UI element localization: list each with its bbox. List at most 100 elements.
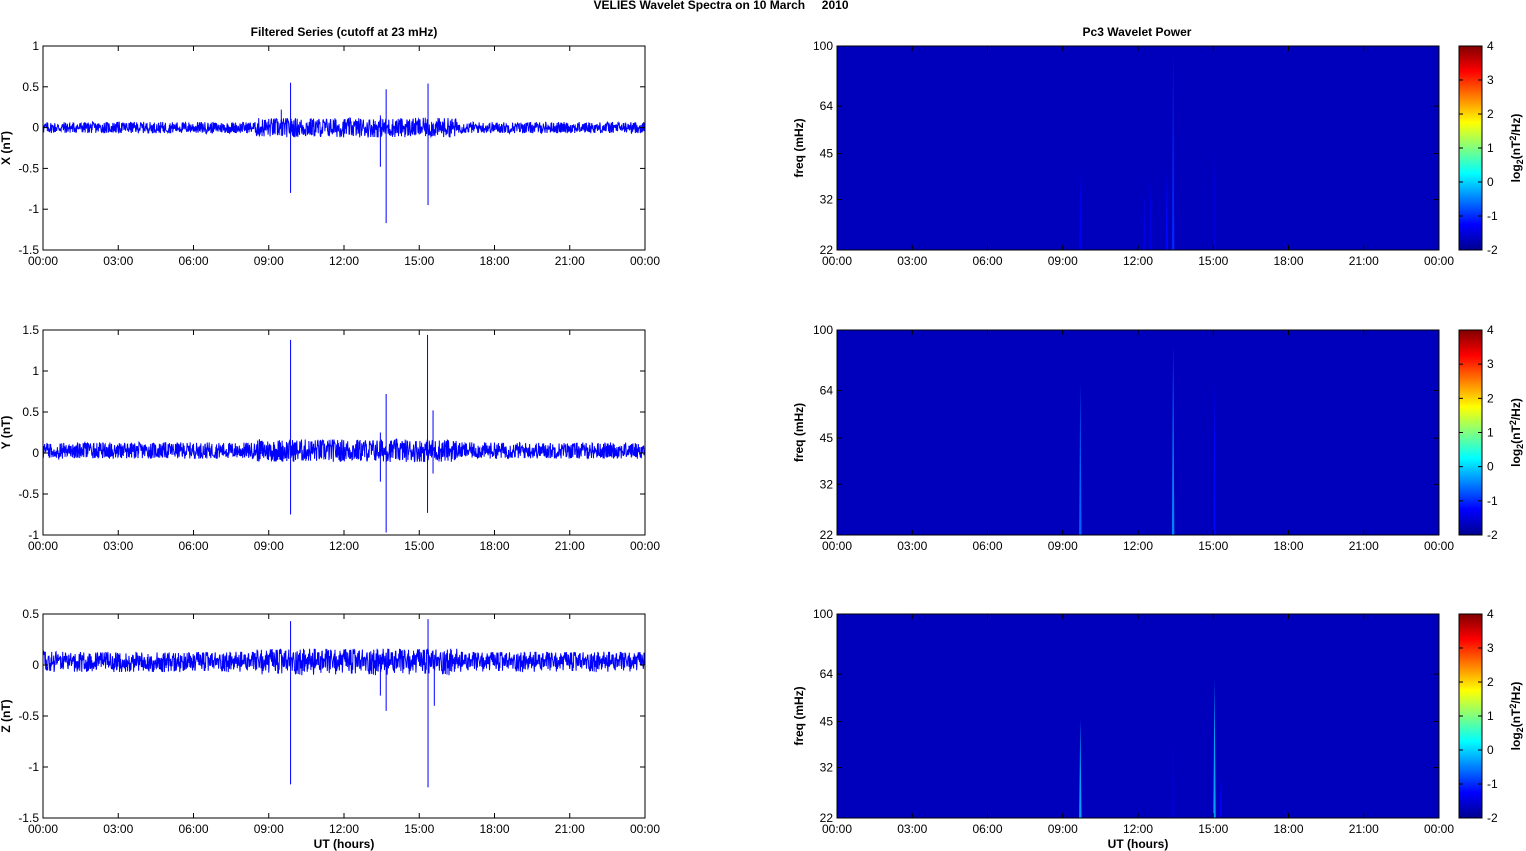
y-tick-label: 64 [820,383,834,397]
y-tick-label: 0 [32,446,39,460]
heatmap-streak [1143,191,1146,250]
x-tick-label: 00:00 [630,254,660,268]
heatmap-streak [1149,176,1152,250]
y-tick-label: 22 [820,528,834,542]
y-tick-label: 45 [820,715,834,729]
y-tick-label: 100 [813,39,833,53]
x-tick-label: 00:00 [822,539,852,553]
y-tick-label: -1.5 [18,811,39,825]
colorbar-tick-label: -1 [1487,777,1498,791]
x-tick-label: 15:00 [404,254,434,268]
colorbar-label: log2(nT2/Hz) [1508,682,1525,751]
colorbar-tick-label: -2 [1487,243,1498,257]
x-tick-label: 12:00 [329,822,359,836]
x-tick-label: 15:00 [1198,254,1228,268]
x-tick-label: 06:00 [972,539,1002,553]
plot-area [43,614,645,818]
colorbar-tick-label: -2 [1487,811,1498,825]
y-tick-label: 100 [813,607,833,621]
x-tick-label: 00:00 [822,254,852,268]
heatmap-background [837,330,1439,535]
y-tick-label: 1.5 [22,323,39,337]
x-tick-label: 03:00 [897,254,927,268]
heatmap-streak [1171,48,1175,251]
x-tick-label: 15:00 [404,539,434,553]
colorbar-tick-label: 1 [1487,426,1494,440]
heatmap-streak [1079,169,1082,250]
colorbar-tick-label: 3 [1487,641,1494,655]
colorbar: 4 3 2 1 0 -1 -2 log2(nT2/Hz) [1458,323,1525,542]
heatmap-background [837,614,1439,818]
x-tick-label: 12:00 [329,254,359,268]
y-tick-label: 0.5 [22,80,39,94]
colorbar-tick-label: 1 [1487,141,1494,155]
colorbar-tick-label: -2 [1487,528,1498,542]
y-tick-label: 0 [32,658,39,672]
colorbar-tick-label: 0 [1487,460,1494,474]
y-tick-label: 0 [32,121,39,135]
y-tick-label: -0.5 [18,161,39,175]
x-tick-label: 00:00 [1424,822,1454,836]
x-axis-label: UT (hours) [314,837,375,851]
plot-area [43,330,645,535]
y-axis-label: Z (nT) [0,699,13,732]
x-tick-label: 00:00 [1424,254,1454,268]
heatmap-streak [1171,344,1175,535]
x-tick-label: 21:00 [555,254,585,268]
heatmap-streak [1219,776,1222,818]
x-tick-label: 06:00 [972,822,1002,836]
colorbar-tick-label: 4 [1487,39,1494,53]
y-axis-label: X (nT) [0,131,13,165]
x-tick-label: 21:00 [1349,539,1379,553]
series-panel-x: 1 0.5 0 -0.5 -1 -1.5 X (nT) 00:00 03:00 06:00 09:0… [0,39,660,268]
y-tick-label: -1.5 [18,243,39,257]
y-tick-label: 1 [32,39,39,53]
x-tick-label: 00:00 [630,822,660,836]
x-tick-label: 18:00 [1273,539,1303,553]
colorbar-label: log2(nT2/Hz) [1508,398,1525,467]
trace-line [42,116,646,139]
colorbar-tick-label: 2 [1487,675,1494,689]
x-tick-label: 06:00 [972,254,1002,268]
x-tick-label: 09:00 [254,822,284,836]
figure-title: VELIES Wavelet Spectra on 10 March 2010 [594,0,849,12]
x-tick-label: 18:00 [1273,254,1303,268]
x-tick-label: 18:00 [479,254,509,268]
y-tick-label: -1 [28,760,39,774]
x-tick-label: 00:00 [28,822,58,836]
x-tick-label: 21:00 [1349,254,1379,268]
plot-area [43,46,645,250]
x-tick-label: 09:00 [1048,254,1078,268]
colorbar-tick-label: 2 [1487,391,1494,405]
x-tick-label: 21:00 [555,539,585,553]
y-axis-label: Y (nT) [0,416,13,450]
series-panel-z: 0.5 0 -0.5 -1 -1.5 Z (nT) 00:00 03:00 06:00 09:00… [0,607,660,851]
x-tick-label: 18:00 [1273,822,1303,836]
y-tick-label: 0.5 [22,405,39,419]
colorbar-tick-label: 2 [1487,107,1494,121]
y-tick-label: -0.5 [18,709,39,723]
y-tick-label: 32 [820,193,834,207]
x-tick-label: 03:00 [103,822,133,836]
colorbar: 4 3 2 1 0 -1 -2 log2(nT2/Hz) [1458,39,1525,257]
x-tick-label: 06:00 [178,539,208,553]
x-tick-label: 00:00 [28,254,58,268]
y-tick-label: -1 [28,528,39,542]
y-tick-label: 32 [820,761,834,775]
x-tick-label: 03:00 [103,254,133,268]
x-tick-label: 06:00 [178,822,208,836]
colorbar-tick-label: 3 [1487,73,1494,87]
trace-line [42,648,646,676]
x-tick-label: 21:00 [555,822,585,836]
heatmap-streak [1213,378,1216,535]
x-tick-label: 03:00 [897,822,927,836]
y-tick-label: 22 [820,811,834,825]
x-tick-label: 03:00 [103,539,133,553]
y-tick-label: 1 [32,364,39,378]
y-tick-label: 45 [820,431,834,445]
x-tick-label: 00:00 [630,539,660,553]
y-tick-label: 100 [813,323,833,337]
